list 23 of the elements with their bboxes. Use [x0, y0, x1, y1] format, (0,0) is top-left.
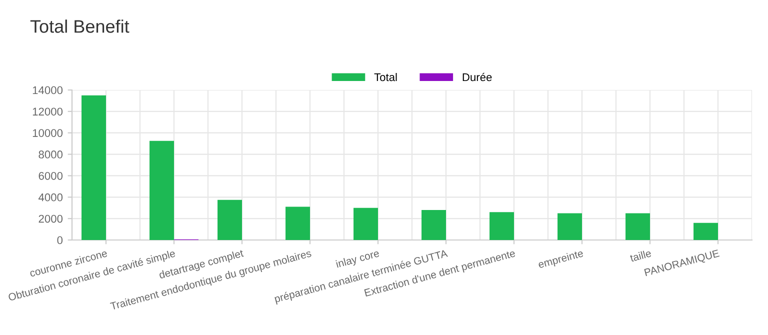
bar: [558, 213, 582, 240]
legend-label: Durée: [462, 72, 492, 82]
y-tick-label: 0: [57, 236, 63, 244]
chart-title: Total Benefit: [30, 20, 130, 33]
bar: [490, 212, 514, 240]
y-tick-label: 8000: [38, 150, 63, 158]
bar: [218, 200, 242, 240]
bar: [422, 210, 446, 240]
legend-label: Total: [374, 72, 397, 82]
y-tick-label: 12000: [32, 108, 63, 116]
x-tick-label: inlay core: [336, 249, 380, 270]
bar: [82, 95, 106, 240]
bar: [694, 222, 718, 240]
y-tick-label: 10000: [32, 129, 63, 137]
bar: [286, 206, 310, 240]
y-tick-label: 6000: [38, 172, 63, 180]
x-tick-label: empreinte: [538, 249, 584, 270]
bar: [354, 208, 378, 240]
y-tick-label: 2000: [38, 214, 63, 223]
y-tick-label: 4000: [38, 193, 63, 202]
bar: [150, 140, 174, 240]
y-tick-label: 14000: [32, 86, 63, 94]
bar: [626, 213, 650, 240]
